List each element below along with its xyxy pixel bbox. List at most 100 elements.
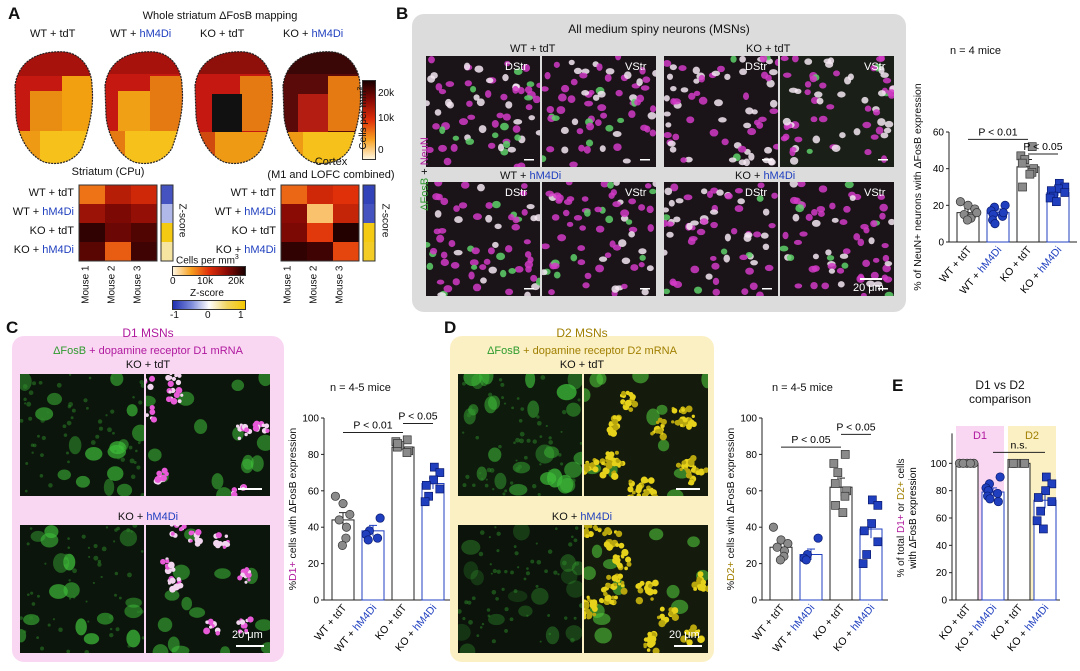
cell-nucleus (780, 56, 789, 62)
data-point (373, 533, 383, 543)
d2-mrna-puncta (647, 477, 655, 484)
fosb-nucleus (463, 374, 483, 387)
d2-mrna-puncta (655, 420, 660, 425)
background-speckle (90, 440, 96, 445)
cell-nucleus (675, 198, 684, 204)
background-speckle (537, 492, 541, 496)
fosb-nucleus (181, 596, 193, 611)
cell-nucleus (782, 231, 789, 240)
background-speckle (479, 530, 485, 535)
b-image-wt-tdt-vstr (542, 56, 656, 167)
cell-nucleus (672, 133, 680, 141)
d2-mrna-puncta (592, 612, 597, 617)
background-speckle (88, 555, 91, 558)
cell-nucleus (502, 140, 511, 149)
cell-nucleus (545, 190, 554, 197)
cell-nucleus (769, 108, 778, 115)
data-point (998, 208, 1008, 218)
data-point (1032, 516, 1042, 526)
c-label-ko-tdt: KO + tdT (125, 359, 171, 371)
cell-nucleus (870, 64, 878, 72)
d2-mrna-puncta (660, 418, 667, 425)
background-speckle (31, 602, 36, 606)
data-point (1052, 197, 1061, 207)
background-speckle (562, 560, 567, 566)
c-image-ko-tdt-fosb (20, 374, 144, 496)
cell-nucleus (634, 99, 641, 106)
d1-mrna-puncta (213, 539, 220, 547)
d1-mrna-puncta (237, 629, 243, 634)
cell-nucleus (505, 245, 513, 253)
data-point (1039, 524, 1048, 534)
heatmap-cell (281, 204, 307, 223)
d2-mrna-puncta (652, 647, 660, 653)
cell-nucleus (440, 251, 448, 259)
background-speckle (114, 593, 117, 597)
cell-nucleus (877, 90, 886, 97)
cell-nucleus (818, 185, 828, 193)
cell-nucleus (605, 124, 614, 132)
background-speckle (475, 435, 480, 440)
background-speckle (70, 416, 74, 420)
d1-mrna-puncta (207, 618, 214, 625)
background-speckle (573, 538, 578, 543)
cells-scale-label: Cells per mm3 (176, 254, 239, 267)
cell-nucleus (524, 95, 533, 101)
d2-mrna-puncta (639, 580, 645, 586)
background-speckle (515, 459, 518, 462)
cell-nucleus (684, 156, 693, 163)
d2-mrna-puncta (697, 584, 704, 591)
cell-nucleus (714, 99, 723, 107)
background-speckle (516, 397, 520, 400)
cell-nucleus (429, 247, 438, 255)
fosb-nucleus (47, 392, 63, 406)
cell-nucleus (472, 283, 482, 292)
background-speckle (525, 571, 530, 576)
cell-nucleus (526, 203, 535, 210)
cell-nucleus (525, 265, 532, 273)
data-point (840, 450, 850, 459)
background-speckle (462, 381, 466, 386)
d2-mrna-puncta (658, 620, 666, 628)
data-point (420, 497, 430, 507)
panel-e-title-1: D1 vs D2 (975, 378, 1025, 392)
cell-nucleus (434, 210, 442, 218)
b-stain-label: ΔFosB + NeuN (419, 137, 431, 211)
d2-mrna-puncta (636, 493, 642, 496)
y-tick-label: 80 (746, 450, 758, 461)
fosb-nucleus (649, 528, 664, 541)
d1-mrna-puncta (231, 491, 238, 496)
cell-nucleus (794, 283, 803, 289)
cell-nucleus (696, 228, 706, 236)
d2-mrna-puncta (635, 596, 644, 605)
colorbar-tick-0: 0 (378, 145, 384, 156)
brain-label-ko-hm4di: KO + hM4Di (283, 28, 344, 40)
cell-nucleus (612, 201, 621, 208)
cell-nucleus (669, 64, 677, 71)
background-speckle (140, 492, 144, 496)
cell-nucleus (469, 259, 479, 266)
cell-nucleus (484, 90, 492, 98)
d1-mrna-puncta (237, 575, 243, 581)
background-speckle (491, 639, 496, 644)
panel-b-title: All medium spiny neurons (MSNs) (568, 22, 750, 36)
fosb-nucleus (479, 374, 490, 387)
data-point (873, 501, 883, 510)
data-point (783, 539, 793, 549)
fosb-nucleus (35, 407, 54, 421)
d2-mrna-puncta (693, 587, 698, 591)
cell-nucleus (628, 110, 636, 118)
cell-nucleus (528, 115, 536, 121)
cell-nucleus (688, 92, 696, 100)
background-speckle (478, 471, 482, 475)
c-label-ko-hm4di: KO + hM4Di (117, 511, 179, 523)
fosb-nucleus (57, 469, 71, 481)
d2-mrna-puncta (681, 408, 685, 412)
cell-nucleus (652, 182, 656, 187)
cell-nucleus (430, 72, 438, 79)
cell-nucleus (435, 193, 443, 201)
cell-nucleus (464, 80, 472, 87)
cell-nucleus (471, 264, 478, 270)
c-image-ko-hm4di-fosb (20, 525, 144, 653)
d2-mrna-puncta (631, 400, 639, 408)
